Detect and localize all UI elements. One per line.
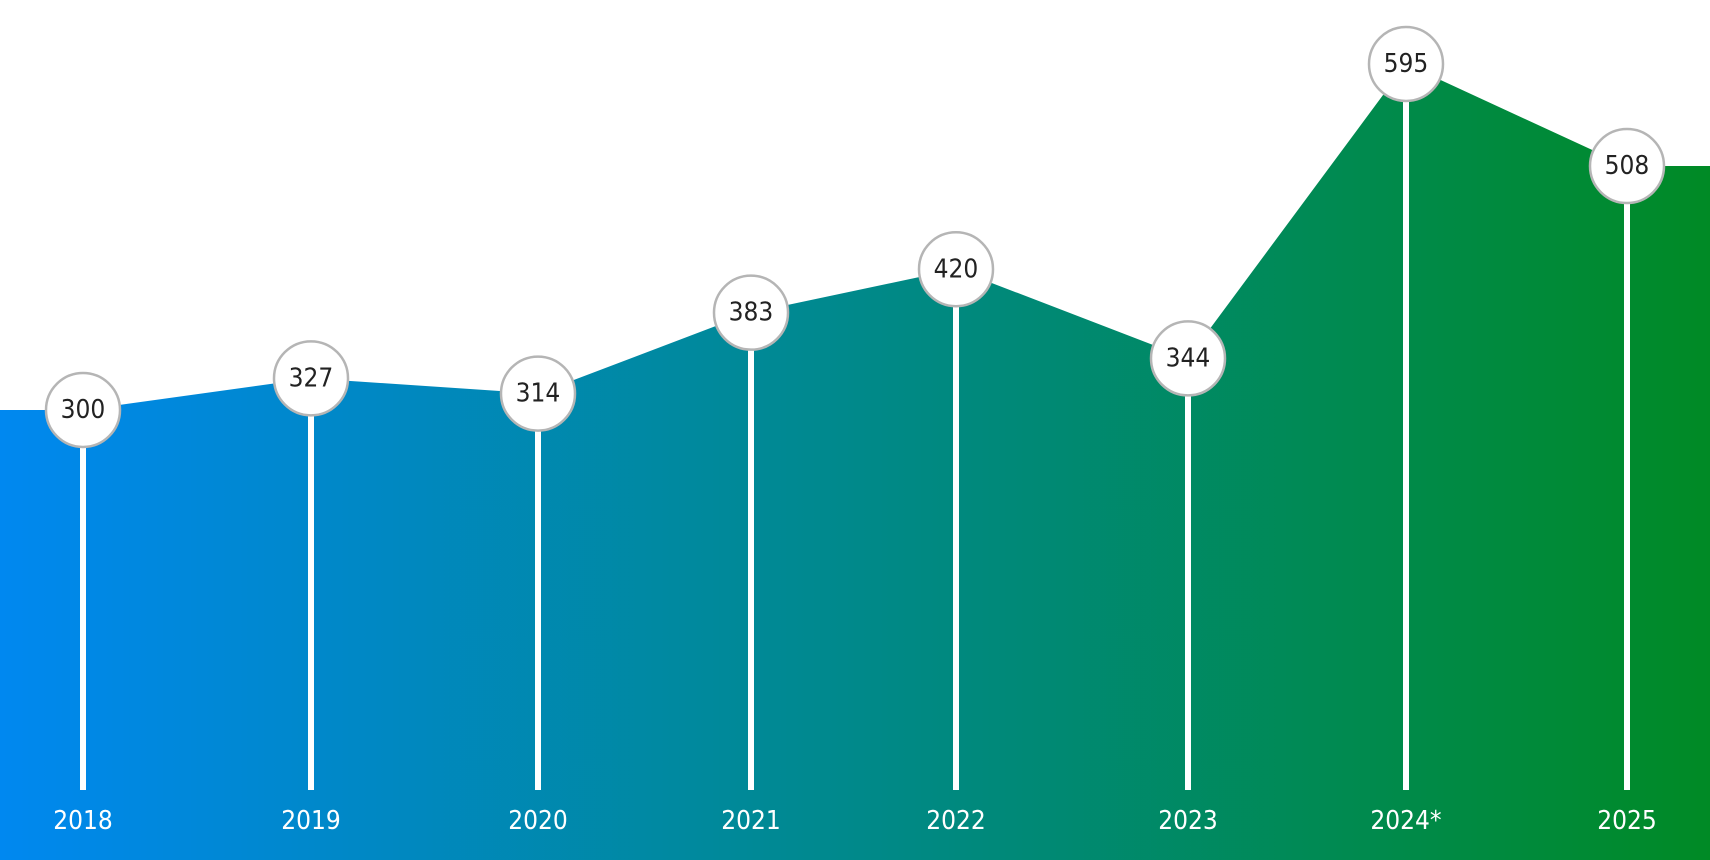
marker: [712, 274, 790, 351]
marker: [917, 231, 995, 308]
x-tick-label: 2020: [508, 806, 568, 836]
marker: [1149, 320, 1227, 397]
marker: [272, 340, 350, 417]
x-tick-label: 2018: [53, 806, 113, 836]
marker: [1367, 25, 1445, 103]
value-label: 420: [934, 254, 979, 284]
value-label: 508: [1605, 151, 1650, 181]
value-label: 327: [289, 363, 334, 393]
marker: [44, 371, 122, 449]
value-label: 595: [1384, 49, 1429, 79]
value-label: 300: [61, 395, 106, 425]
x-tick-label: 2021: [721, 806, 781, 836]
marker: [1588, 127, 1666, 205]
value-label: 383: [729, 298, 774, 328]
x-tick-label: 2024*: [1370, 806, 1441, 836]
x-tick-label: 2019: [281, 806, 341, 836]
x-tick-label: 2023: [1158, 806, 1218, 836]
area: [0, 64, 1710, 860]
x-tick-label: 2022: [926, 806, 986, 836]
marker: [499, 355, 577, 432]
value-label: 314: [516, 379, 561, 409]
x-tick-label: 2025: [1597, 806, 1657, 836]
value-label: 344: [1166, 343, 1211, 373]
